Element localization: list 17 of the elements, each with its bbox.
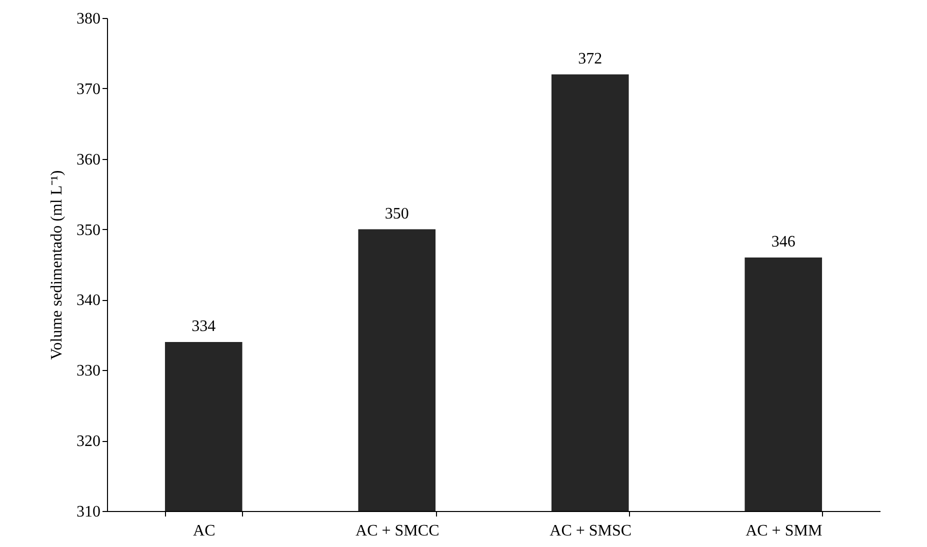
y-tick-label: 340 [76, 292, 100, 310]
x-tick-label: AC + SMM [746, 522, 822, 540]
x-tick-label: AC [193, 522, 216, 540]
y-tick-label: 330 [76, 362, 100, 380]
data-label: 346 [771, 233, 796, 250]
y-tick-label: 370 [76, 80, 100, 98]
data-label: 334 [192, 318, 216, 335]
y-axis-title: Volume sedimentado (ml L⁻¹) [48, 170, 66, 360]
y-tick-label: 350 [76, 222, 100, 239]
y-tick-label: 310 [76, 504, 100, 520]
y-tick-label: 380 [76, 10, 100, 28]
x-tick-label: AC + SMCC [356, 522, 440, 540]
data-label: 372 [578, 50, 602, 68]
x-tick-label: AC + SMSC [550, 522, 632, 540]
y-tick-label: 320 [76, 433, 100, 450]
y-tick-label: 360 [76, 151, 100, 168]
data-label: 350 [384, 205, 409, 222]
